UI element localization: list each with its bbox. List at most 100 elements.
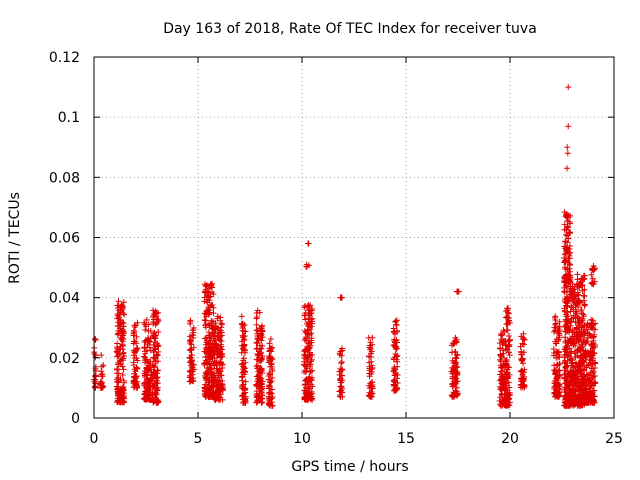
data-point: [365, 382, 372, 389]
data-point: [497, 402, 504, 409]
data-point: [586, 356, 593, 363]
data-point: [587, 359, 594, 366]
data-point: [338, 360, 345, 367]
data-point: [449, 375, 456, 382]
data-point: [577, 369, 584, 376]
data-point: [206, 297, 213, 304]
data-point: [591, 349, 598, 356]
data-point: [591, 326, 598, 333]
data-point: [207, 302, 214, 309]
data-point: [502, 382, 509, 389]
data-point: [115, 302, 122, 309]
data-point: [302, 316, 309, 323]
data-point: [578, 307, 585, 314]
data-point: [241, 341, 248, 348]
data-point: [218, 337, 225, 344]
data-point: [187, 346, 194, 353]
data-point: [114, 323, 121, 330]
data-point: [213, 340, 220, 347]
x-tick-label: 25: [605, 431, 623, 447]
data-point: [92, 373, 99, 380]
data-point: [217, 372, 224, 379]
data-point: [98, 363, 105, 370]
data-point: [141, 370, 148, 377]
data-point: [584, 334, 591, 341]
data-point: [254, 373, 261, 380]
data-point: [365, 334, 372, 341]
data-point: [150, 332, 157, 339]
data-point: [216, 360, 223, 367]
data-point: [120, 349, 127, 356]
data-point: [141, 339, 148, 346]
data-point: [120, 310, 127, 317]
data-point: [521, 336, 528, 343]
data-point: [154, 351, 161, 358]
data-point: [391, 328, 398, 335]
data-point: [452, 368, 459, 375]
data-point: [582, 376, 589, 383]
data-point: [499, 378, 506, 385]
data-point: [205, 347, 212, 354]
data-point: [450, 341, 457, 348]
data-point: [497, 352, 504, 359]
data-point: [308, 388, 315, 395]
data-point: [581, 293, 588, 300]
data-point: [581, 399, 588, 406]
data-point: [241, 386, 248, 393]
data-point: [212, 325, 219, 332]
data-point: [216, 334, 223, 341]
data-point: [190, 329, 197, 336]
data-point: [394, 358, 401, 365]
data-point: [566, 229, 573, 236]
data-point: [497, 331, 504, 338]
data-point: [211, 352, 218, 359]
data-point: [150, 398, 157, 405]
data-point: [591, 365, 598, 372]
data-point: [215, 348, 222, 355]
data-point: [583, 362, 590, 369]
data-point: [117, 309, 124, 316]
data-point: [120, 323, 127, 330]
data-point: [152, 370, 159, 377]
data-points: [91, 84, 599, 409]
data-point: [218, 343, 225, 350]
data-point: [394, 380, 401, 387]
data-point: [253, 340, 260, 347]
data-point: [305, 319, 312, 326]
data-point: [582, 382, 589, 389]
data-point: [215, 330, 222, 337]
data-point: [238, 313, 245, 320]
data-point: [576, 402, 583, 409]
data-point: [394, 352, 401, 359]
data-point: [591, 380, 598, 387]
data-point: [305, 377, 312, 384]
data-point: [578, 338, 585, 345]
data-point: [131, 355, 138, 362]
data-point: [573, 300, 580, 307]
data-point: [92, 336, 99, 343]
data-point: [577, 334, 584, 341]
data-point: [587, 385, 594, 392]
data-point: [563, 212, 570, 219]
data-point: [142, 337, 149, 344]
data-point: [266, 394, 273, 401]
data-point: [114, 344, 121, 351]
data-point: [308, 337, 315, 344]
data-point: [203, 298, 210, 305]
data-point: [366, 359, 373, 366]
data-point: [369, 366, 376, 373]
x-tick-label: 0: [90, 431, 99, 447]
data-point: [255, 365, 262, 372]
data-point: [368, 350, 375, 357]
data-point: [218, 329, 225, 336]
data-point: [133, 365, 140, 372]
data-point: [211, 332, 218, 339]
data-point: [563, 226, 570, 233]
data-point: [392, 371, 399, 378]
data-point: [155, 317, 162, 324]
axis-ticks: [93, 56, 615, 419]
data-point: [151, 379, 158, 386]
data-point: [239, 393, 246, 400]
data-point: [552, 321, 559, 328]
data-point: [206, 361, 213, 368]
